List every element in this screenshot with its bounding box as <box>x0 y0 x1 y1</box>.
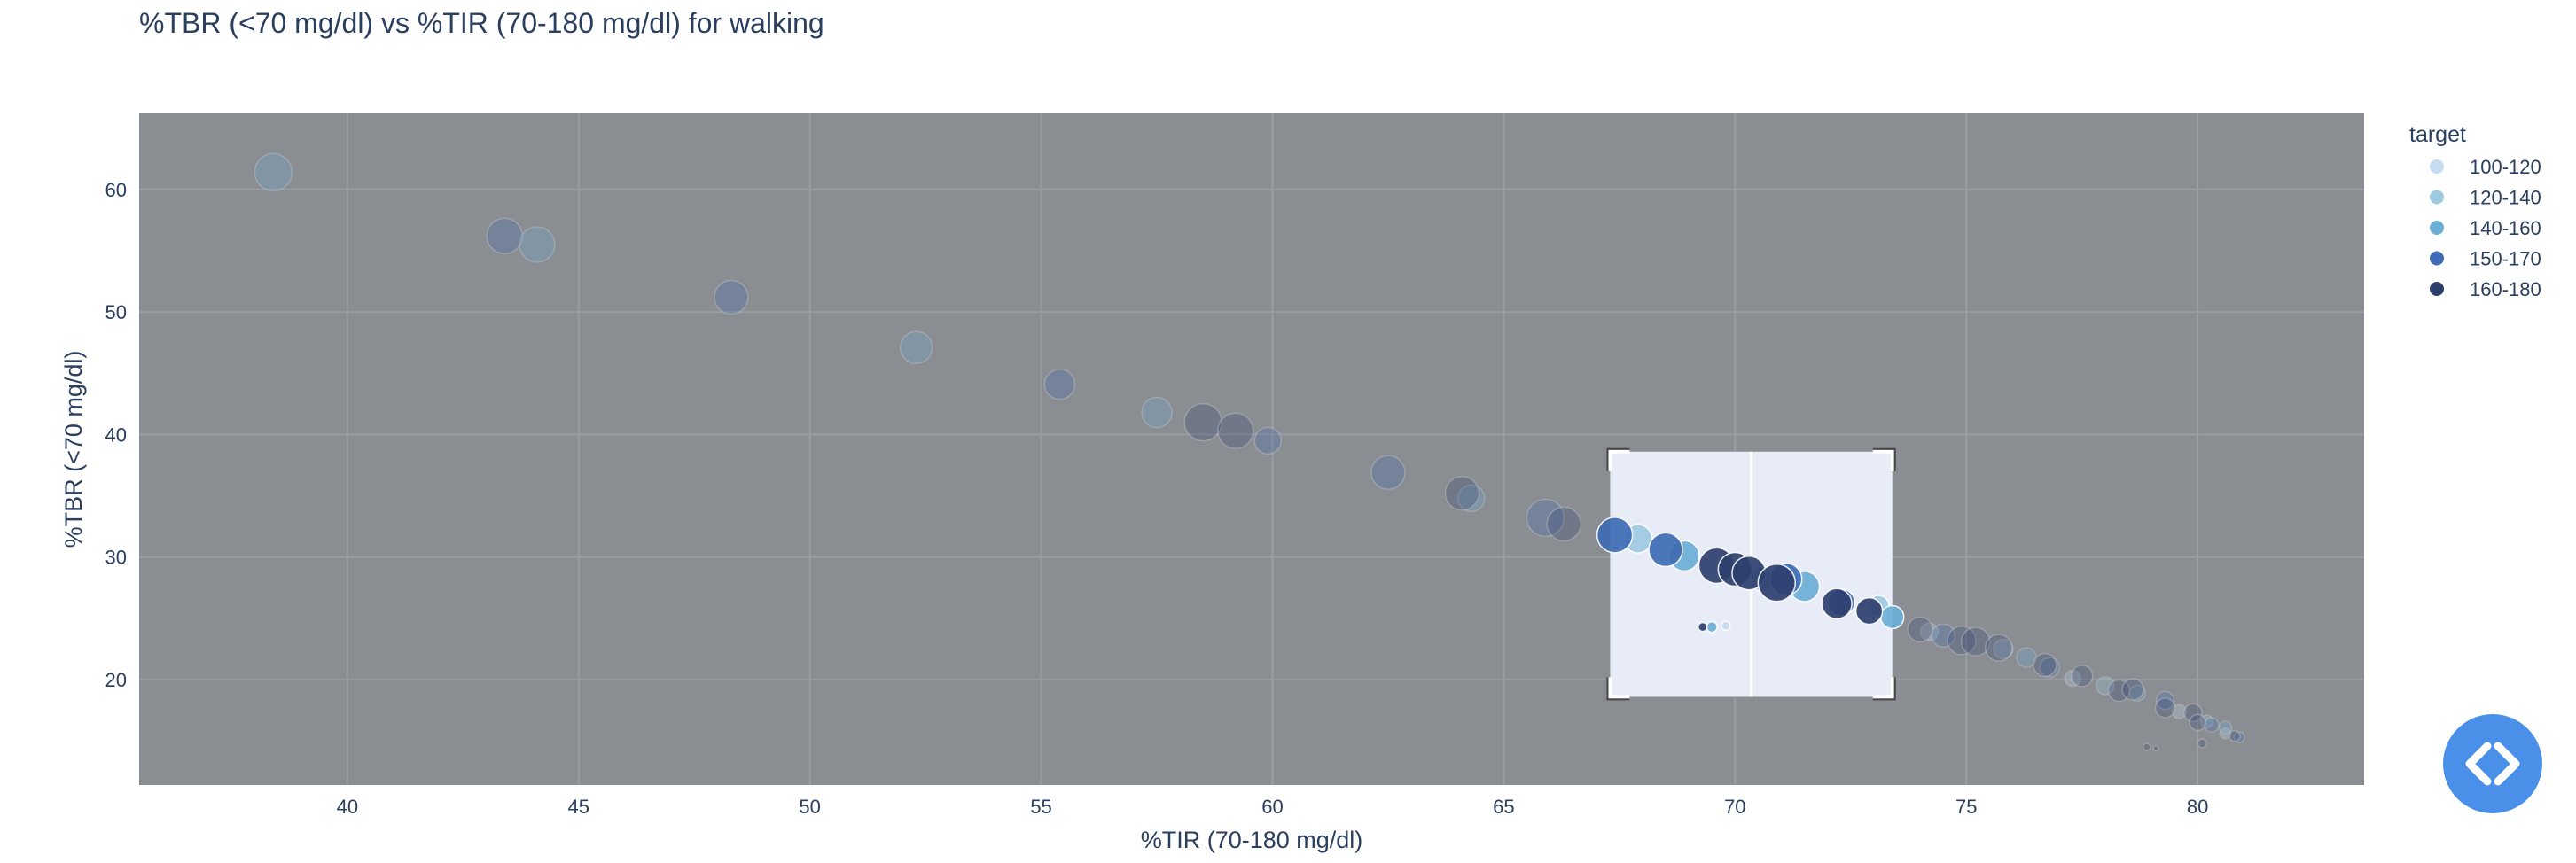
legend-marker <box>2430 159 2444 174</box>
data-point <box>1216 412 1254 450</box>
selection-corner-handle[interactable] <box>1608 449 1630 471</box>
data-point <box>2154 697 2176 719</box>
data-point <box>2152 744 2159 752</box>
data-point <box>1907 616 1933 643</box>
data-point <box>2229 729 2241 742</box>
x-tick-label: 45 <box>567 796 589 818</box>
selection-corner-handle[interactable] <box>1872 449 1894 471</box>
data-point <box>2096 676 2115 696</box>
code-toggle-button[interactable] <box>2443 714 2542 813</box>
data-point <box>1141 396 1173 429</box>
data-point <box>1919 622 1940 641</box>
data-point <box>1879 604 1905 630</box>
selection-corner-handle[interactable] <box>1872 677 1894 699</box>
data-point <box>2155 690 2175 711</box>
plot-area[interactable] <box>139 113 2364 785</box>
legend-label: 150-170 <box>2470 248 2541 270</box>
data-point <box>1757 564 1797 603</box>
grid-lines <box>139 113 2364 785</box>
y-tick-label: 30 <box>105 547 127 569</box>
y-tick-label: 40 <box>105 424 127 446</box>
data-point <box>2197 738 2208 749</box>
selection-corner-handle[interactable] <box>1608 677 1630 699</box>
data-point <box>1370 455 1406 491</box>
data-point <box>1698 621 1708 633</box>
data-point <box>1648 532 1683 568</box>
data-point <box>2070 665 2094 688</box>
data-point <box>1444 476 1480 511</box>
data-point <box>1993 638 2014 660</box>
x-tick-label: 80 <box>2187 796 2208 818</box>
data-point <box>1854 596 1884 626</box>
y-axis-title: %TBR (<70 mg/dl) <box>60 351 87 548</box>
data-point <box>714 279 749 315</box>
x-tick-label: 50 <box>799 796 820 818</box>
y-axis-ticks: 20 30 40 50 60 <box>105 179 127 691</box>
data-point <box>2183 703 2203 723</box>
data-point <box>1960 626 1991 657</box>
data-point <box>899 330 933 364</box>
data-point <box>1721 620 1731 631</box>
data-point <box>1985 634 2013 662</box>
data-point <box>2121 678 2144 701</box>
chart-title: %TBR (<70 mg/dl) vs %TIR (70-180 mg/dl) … <box>139 7 824 39</box>
y-tick-label: 20 <box>105 669 127 691</box>
x-tick-label: 65 <box>1493 796 1514 818</box>
data-point <box>2218 720 2233 735</box>
data-point <box>254 152 293 192</box>
y-tick-label: 60 <box>105 179 127 201</box>
data-point <box>2189 713 2206 732</box>
data-point <box>1546 506 1581 542</box>
data-point <box>1706 620 1718 634</box>
data-point <box>2204 717 2220 733</box>
legend-marker <box>2430 221 2444 235</box>
data-point <box>486 217 523 255</box>
data-point <box>1931 623 1955 648</box>
data-points <box>254 152 2245 752</box>
data-point <box>1526 498 1565 538</box>
selection-corner-handle-outline <box>1872 447 1896 471</box>
legend-marker <box>2430 251 2444 266</box>
legend-marker <box>2430 190 2444 205</box>
data-point <box>2142 742 2151 751</box>
legend-label: 160-180 <box>2470 278 2541 300</box>
x-axis-title: %TIR (70-180 mg/dl) <box>1141 827 1363 853</box>
selection-corner-handle-outline <box>1606 677 1630 701</box>
legend-marker <box>2430 282 2444 296</box>
legend-title: target <box>2409 122 2466 147</box>
x-axis-ticks: 40 45 50 55 60 65 70 75 80 <box>337 796 2209 818</box>
data-point <box>1253 426 1283 455</box>
x-tick-label: 70 <box>1724 796 1745 818</box>
data-point <box>1821 587 1853 620</box>
x-tick-label: 40 <box>337 796 358 818</box>
y-tick-label: 50 <box>105 301 127 323</box>
x-tick-label: 55 <box>1030 796 1051 818</box>
data-point <box>1043 368 1076 400</box>
code-brackets-icon <box>2465 742 2520 786</box>
legend-label: 140-160 <box>2470 217 2541 239</box>
data-point <box>519 226 556 263</box>
selection-corner-handle-outline <box>1872 677 1896 701</box>
selection-corner-handle-outline <box>1606 447 1630 471</box>
data-point <box>2033 652 2057 678</box>
x-tick-label: 60 <box>1261 796 1283 818</box>
legend-label: 100-120 <box>2470 156 2541 178</box>
legend-label: 120-140 <box>2470 187 2541 209</box>
legend: target 100-120 120-140 140-160 150-170 160-1… <box>2409 122 2541 300</box>
x-tick-label: 75 <box>1955 796 1977 818</box>
data-point <box>1596 517 1634 554</box>
data-point <box>1457 484 1486 513</box>
data-point <box>1183 402 1222 442</box>
